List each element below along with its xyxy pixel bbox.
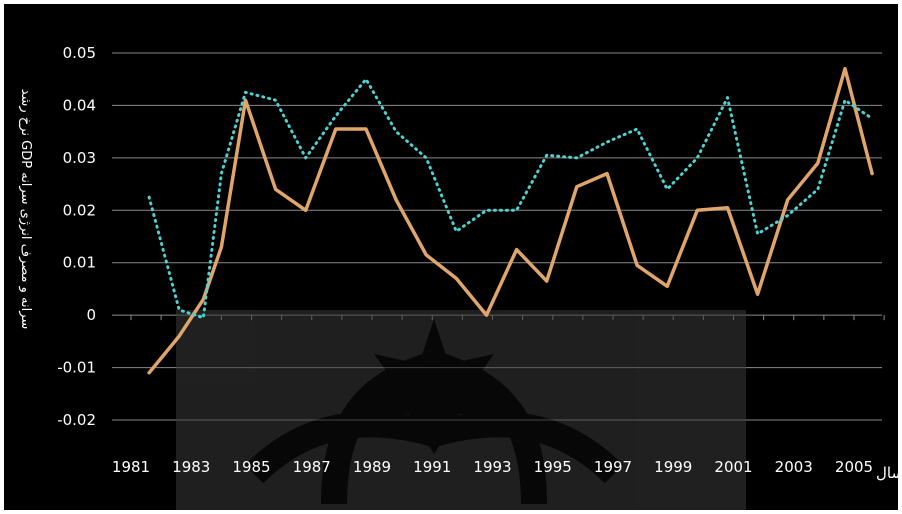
x-tick-label: 1985: [232, 458, 270, 476]
y-tick-label: 0.01: [63, 254, 96, 272]
x-tick-label: 1989: [353, 458, 391, 476]
x-tick-label: 2003: [775, 458, 813, 476]
x-tick-label: 1983: [172, 458, 210, 476]
x-tick-label: 1995: [534, 458, 572, 476]
y-axis-label: نرخ رشد GDP سرانه و مصرف انرژی سرانه: [18, 89, 33, 330]
x-axis-ticks: 1981 1983 1985 1987 1989 1991 1993 1995 1997 1999…: [112, 458, 873, 476]
x-tick-label: 2001: [714, 458, 752, 476]
series-line-2: [147, 77, 874, 320]
x-tick-label: 1999: [654, 458, 692, 476]
x-axis-label: سال: [876, 464, 898, 482]
x-tick-label: 1997: [594, 458, 632, 476]
y-tick-label: 0: [86, 306, 96, 324]
y-tick-label: 0.02: [63, 201, 96, 219]
y-tick-label: -0.01: [57, 359, 96, 377]
x-tick-label: 1987: [293, 458, 331, 476]
y-tick-label: 0.03: [63, 149, 96, 167]
y-tick-label: 0.05: [63, 44, 96, 62]
y-axis-ticks: 0.05 0.04 0.03 0.02 0.01 0 -0.01 -0.02: [57, 44, 96, 429]
y-tick-label: -0.02: [57, 411, 96, 429]
watermark-ornament: [176, 310, 746, 510]
series-lines: [147, 66, 874, 375]
y-tick-label: 0.04: [63, 96, 96, 114]
line-chart: 0.05 0.04 0.03 0.02 0.01 0 -0.01 -0.02 1981 1983…: [18, 44, 898, 510]
series-line-1: [147, 66, 874, 375]
x-tick-label: 1991: [413, 458, 451, 476]
x-tick-label: 1981: [112, 458, 150, 476]
x-tick-label: 1993: [473, 458, 511, 476]
x-tick-label: 2005: [835, 458, 873, 476]
chart-frame: 0.05 0.04 0.03 0.02 0.01 0 -0.01 -0.02 1981 1983…: [4, 4, 898, 510]
